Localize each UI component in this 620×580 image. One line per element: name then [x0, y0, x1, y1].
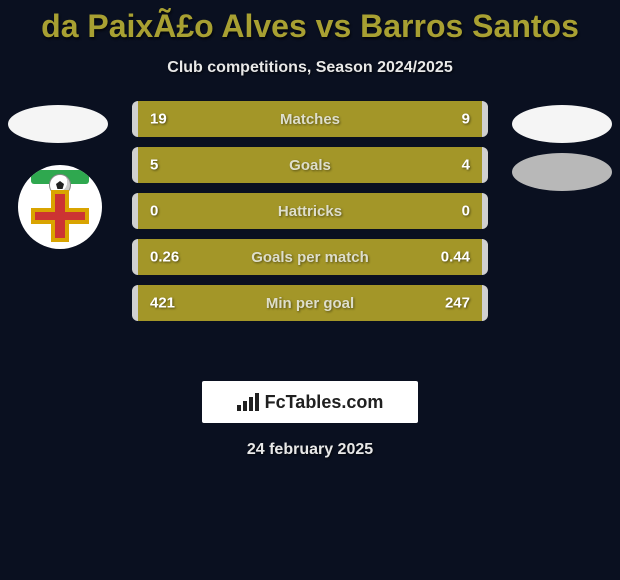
stat-label: Goals per match: [251, 249, 369, 266]
stat-label: Min per goal: [266, 295, 354, 312]
stat-left-value: 19: [150, 111, 167, 128]
player-right-placeholder-1: [512, 105, 612, 143]
stat-label: Matches: [280, 111, 340, 128]
bar-chart-icon: [237, 393, 259, 411]
comparison-stage: 19 Matches 9 5 Goals 4 0 Hattricks 0 0.2…: [0, 101, 620, 361]
stat-row-min-per-goal: 421 Min per goal 247: [132, 285, 488, 321]
stat-left-value: 0: [150, 203, 158, 220]
stat-label: Goals: [289, 157, 331, 174]
stat-left-value: 0.26: [150, 249, 179, 266]
stat-right-value: 4: [462, 157, 470, 174]
brand-label: FcTables.com: [265, 392, 384, 413]
stat-bars: 19 Matches 9 5 Goals 4 0 Hattricks 0 0.2…: [132, 101, 488, 321]
stat-row-goals-per-match: 0.26 Goals per match 0.44: [132, 239, 488, 275]
stat-right-value: 0.44: [441, 249, 470, 266]
page-title: da PaixÃ£o Alves vs Barros Santos: [0, 0, 620, 45]
stat-right-value: 0: [462, 203, 470, 220]
stat-row-hattricks: 0 Hattricks 0: [132, 193, 488, 229]
brand-box: FcTables.com: [202, 381, 418, 423]
snapshot-date: 24 february 2025: [0, 441, 620, 459]
player-right-placeholder-2: [512, 153, 612, 191]
stat-right-value: 247: [445, 295, 470, 312]
stat-row-matches: 19 Matches 9: [132, 101, 488, 137]
stat-right-value: 9: [462, 111, 470, 128]
stat-left-value: 421: [150, 295, 175, 312]
stat-label: Hattricks: [278, 203, 342, 220]
stat-row-goals: 5 Goals 4: [132, 147, 488, 183]
stat-left-value: 5: [150, 157, 158, 174]
player-left-placeholder: [8, 105, 108, 143]
page-subtitle: Club competitions, Season 2024/2025: [0, 59, 620, 77]
club-badge: [18, 165, 102, 249]
